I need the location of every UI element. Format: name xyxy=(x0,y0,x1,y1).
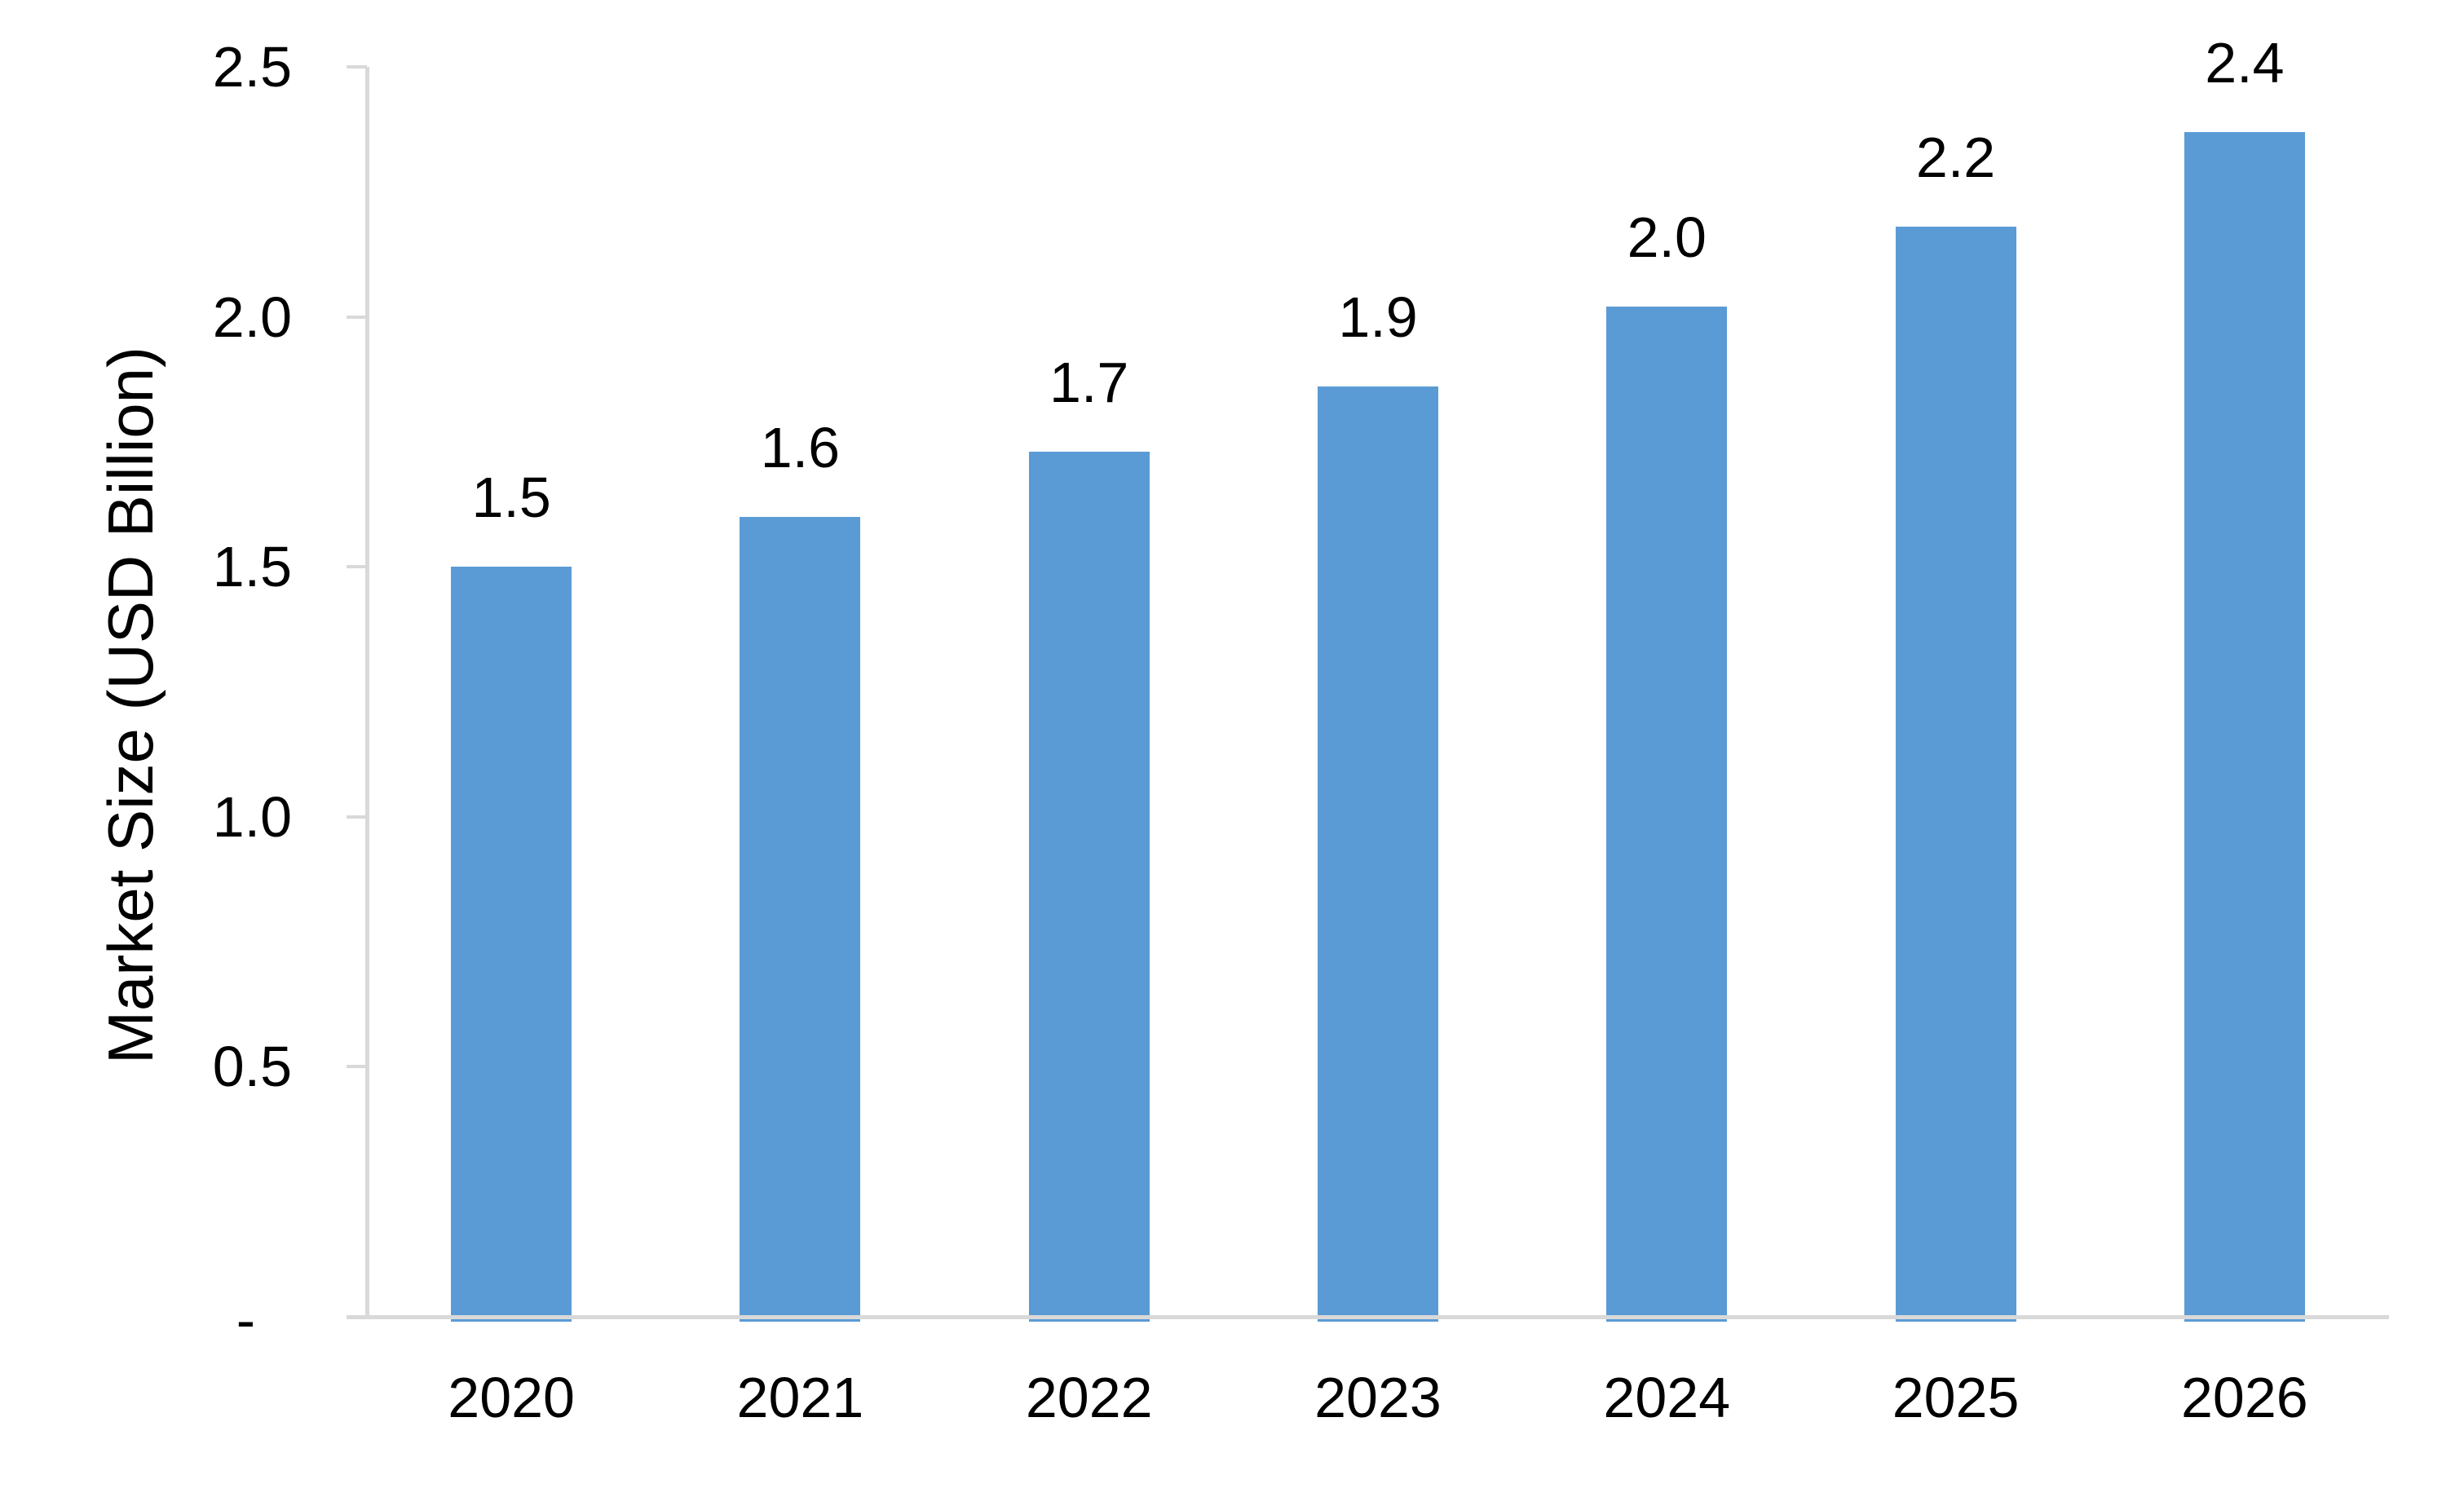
x-axis-category-label: 2020 xyxy=(448,1366,575,1429)
x-axis-line xyxy=(347,1315,2389,1319)
x-axis-category-label: 2024 xyxy=(1603,1366,1731,1429)
x-axis-category-label: 2022 xyxy=(1025,1366,1153,1429)
data-label: 2.0 xyxy=(1627,205,1707,270)
y-tick-label: 2.5 xyxy=(212,35,292,99)
y-tick-label: 1.5 xyxy=(212,535,292,599)
bar xyxy=(2184,131,2305,1322)
y-tick-mark xyxy=(347,565,367,569)
bar xyxy=(1318,386,1438,1322)
bar xyxy=(451,567,572,1322)
data-label: 1.6 xyxy=(760,415,841,479)
data-label: 1.9 xyxy=(1338,285,1418,350)
y-tick-mark xyxy=(347,1065,367,1069)
bar xyxy=(1028,452,1150,1322)
y-tick-mark xyxy=(347,1315,367,1318)
y-tick-label: 1.0 xyxy=(212,784,292,849)
data-label: 1.5 xyxy=(471,466,551,530)
data-label: 2.4 xyxy=(2205,30,2285,95)
data-label: 2.2 xyxy=(1915,126,1996,190)
y-axis-line xyxy=(365,67,369,1319)
bar xyxy=(1895,227,2016,1322)
y-tick-label: 0.5 xyxy=(212,1035,292,1099)
x-axis-category-label: 2023 xyxy=(1314,1366,1442,1429)
x-axis-category-label: 2025 xyxy=(1892,1366,2020,1429)
y-tick-label: - xyxy=(236,1288,255,1352)
bar xyxy=(740,516,861,1322)
x-axis-category-label: 2021 xyxy=(736,1366,864,1429)
data-label: 1.7 xyxy=(1049,351,1129,415)
y-tick-mark xyxy=(347,315,367,319)
bar xyxy=(1606,307,1728,1322)
y-axis-title: Market Size (USD Billion) xyxy=(95,347,166,1064)
y-tick-mark xyxy=(347,65,367,68)
y-tick-mark xyxy=(347,815,367,819)
x-axis-category-label: 2026 xyxy=(2180,1366,2308,1429)
y-tick-label: 2.0 xyxy=(212,285,292,349)
